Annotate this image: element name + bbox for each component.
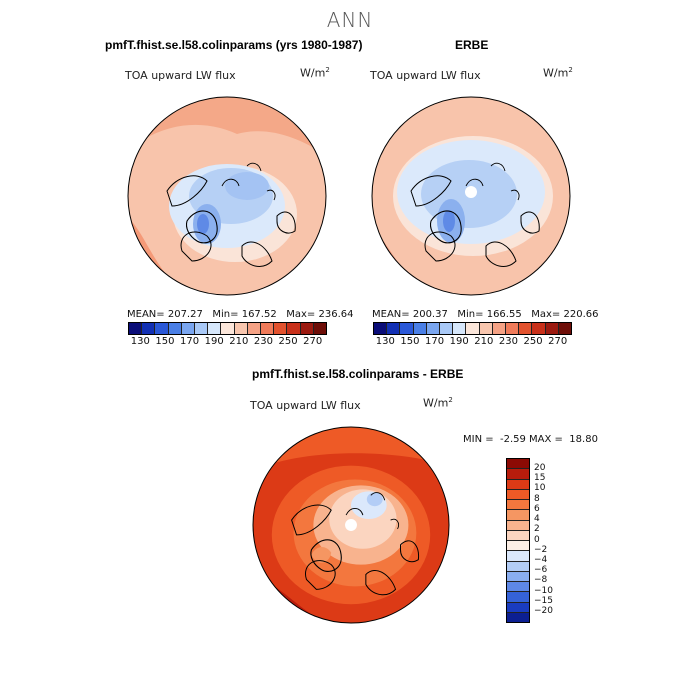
panel-2-map <box>371 96 571 296</box>
colorbar-label: 2 <box>534 524 540 534</box>
colorbar-label: −2 <box>534 545 548 555</box>
colorbar-label: −4 <box>534 555 548 565</box>
colorbar-label: −10 <box>534 586 553 596</box>
colorbar-swatch <box>234 323 248 334</box>
colorbar-swatch <box>507 489 529 500</box>
colorbar-swatch <box>247 323 262 334</box>
colorbar-swatch <box>221 323 235 334</box>
diff-panel-title: pmfT.fhist.se.l58.colinparams - ERBE <box>252 367 464 381</box>
diff-panel-colorbar-labels: 20 15 10 8 6 4 2 0 −2 −4 −6 −8 −10 −15 −… <box>534 458 574 621</box>
colorbar-swatch <box>261 323 275 334</box>
colorbar-tick: 230 <box>498 336 518 347</box>
colorbar-swatch <box>506 323 520 334</box>
panel-1-title: pmfT.fhist.se.l58.colinparams (yrs 1980-… <box>105 38 363 52</box>
colorbar-swatch <box>507 592 529 603</box>
colorbar-swatch <box>453 323 467 334</box>
diff-panel-units: W/m2 <box>423 396 453 410</box>
colorbar-label: 8 <box>534 494 540 504</box>
diff-panel-map <box>252 426 450 624</box>
panel-1-colorbar-ticks: 130 150 170 190 210 230 250 270 <box>128 336 325 347</box>
colorbar-swatch <box>558 323 572 334</box>
colorbar-tick: 190 <box>204 336 224 347</box>
colorbar-swatch <box>507 582 529 593</box>
colorbar-swatch <box>507 500 529 511</box>
colorbar-swatch <box>181 323 196 334</box>
colorbar-swatch <box>492 323 507 334</box>
colorbar-swatch <box>413 323 427 334</box>
colorbar-swatch <box>545 323 559 334</box>
colorbar-swatch <box>507 459 529 470</box>
colorbar-swatch <box>374 323 388 334</box>
colorbar-swatch <box>142 323 156 334</box>
colorbar-swatch <box>274 323 288 334</box>
panel-1-colorbar <box>128 322 327 335</box>
colorbar-tick: 130 <box>375 336 395 347</box>
panel-2-colorbar <box>373 322 572 335</box>
panel-1-units: W/m2 <box>300 66 330 80</box>
colorbar-swatch <box>426 323 441 334</box>
colorbar-swatch <box>532 323 546 334</box>
colorbar-label: −15 <box>534 596 553 606</box>
colorbar-swatch <box>507 561 529 572</box>
colorbar-swatch <box>129 323 143 334</box>
colorbar-swatch <box>313 323 327 334</box>
panel-2-colorbar-ticks: 130 150 170 190 210 230 250 270 <box>373 336 570 347</box>
colorbar-tick: 210 <box>474 336 494 347</box>
colorbar-swatch <box>507 602 529 613</box>
panel-1-map <box>127 96 327 296</box>
panel-2-units: W/m2 <box>543 66 573 80</box>
panel-1-variable: TOA upward LW flux <box>125 69 236 82</box>
colorbar-tick: 230 <box>253 336 273 347</box>
diff-panel-variable: TOA upward LW flux <box>250 399 361 412</box>
panel-1-stats: MEAN= 207.27 Min= 167.52 Max= 236.64 <box>127 309 354 320</box>
colorbar-swatch <box>195 323 209 334</box>
colorbar-swatch <box>479 323 493 334</box>
colorbar-swatch <box>440 323 454 334</box>
colorbar-swatch <box>507 479 529 490</box>
colorbar-swatch <box>208 323 222 334</box>
colorbar-tick: 270 <box>548 336 568 347</box>
colorbar-tick: 250 <box>523 336 543 347</box>
colorbar-swatch <box>519 323 533 334</box>
colorbar-label: 4 <box>534 514 540 524</box>
colorbar-label: −6 <box>534 565 548 575</box>
colorbar-label: −8 <box>534 575 548 585</box>
colorbar-swatch <box>507 469 529 480</box>
colorbar-tick: 150 <box>400 336 420 347</box>
colorbar-tick: 170 <box>180 336 200 347</box>
colorbar-swatch <box>507 530 529 541</box>
colorbar-label: 0 <box>534 535 540 545</box>
colorbar-tick: 150 <box>155 336 175 347</box>
colorbar-tick: 270 <box>303 336 323 347</box>
colorbar-tick: 210 <box>229 336 249 347</box>
colorbar-swatch <box>287 323 301 334</box>
colorbar-swatch <box>507 510 529 521</box>
panel-2-variable: TOA upward LW flux <box>370 69 481 82</box>
colorbar-swatch <box>300 323 314 334</box>
colorbar-swatch <box>507 571 529 582</box>
figure-title: ANN <box>326 8 374 32</box>
colorbar-swatch <box>466 323 480 334</box>
colorbar-tick: 130 <box>130 336 150 347</box>
colorbar-swatch <box>400 323 414 334</box>
colorbar-label: −20 <box>534 606 553 616</box>
colorbar-swatch <box>507 612 529 622</box>
diff-panel-colorbar <box>506 458 530 623</box>
diff-panel-stats: MIN = -2.59 MAX = 18.80 <box>463 434 598 445</box>
colorbar-label: 20 <box>534 463 546 473</box>
panel-2-stats: MEAN= 200.37 Min= 166.55 Max= 220.66 <box>372 309 599 320</box>
colorbar-swatch <box>507 551 529 562</box>
colorbar-tick: 170 <box>425 336 445 347</box>
colorbar-swatch <box>507 541 529 552</box>
colorbar-label: 10 <box>534 483 546 493</box>
colorbar-swatch <box>507 520 529 531</box>
colorbar-swatch <box>155 323 169 334</box>
colorbar-tick: 190 <box>449 336 469 347</box>
colorbar-swatch <box>168 323 182 334</box>
colorbar-label: 6 <box>534 504 540 514</box>
colorbar-label: 15 <box>534 473 546 483</box>
colorbar-tick: 250 <box>278 336 298 347</box>
panel-2-title: ERBE <box>455 38 489 52</box>
colorbar-swatch <box>387 323 401 334</box>
